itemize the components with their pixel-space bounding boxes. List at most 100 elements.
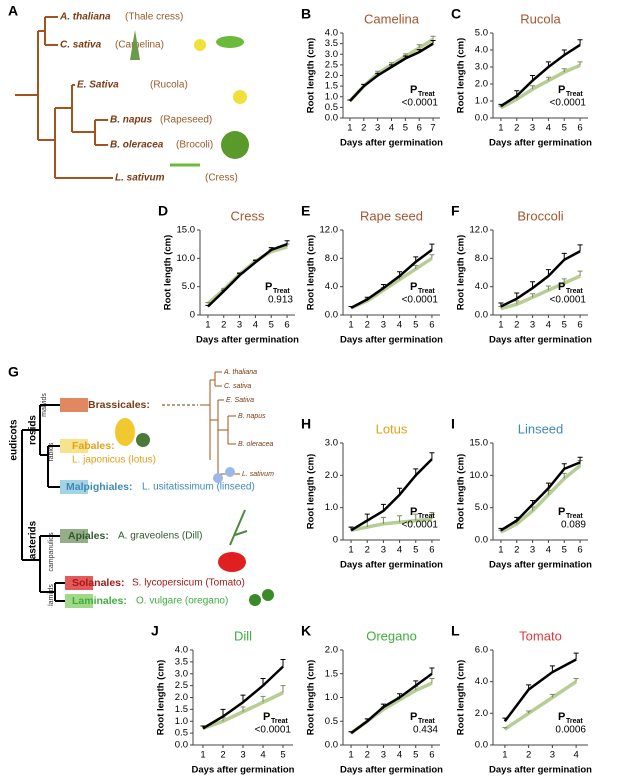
error-bar <box>205 304 211 307</box>
x-tick-label: 1 <box>348 545 353 556</box>
p-subscript: Treat <box>566 513 583 520</box>
y-axis-label: Root length (cm) <box>306 235 317 310</box>
error-bar <box>545 61 551 67</box>
y-tick-label: 2.0 <box>325 70 338 81</box>
x-axis-label: Days after germination <box>340 335 443 346</box>
error-bar <box>402 55 408 59</box>
error-bar <box>364 296 370 300</box>
x-tick-label: 2 <box>514 320 519 331</box>
y-tick-label: 3.5 <box>175 656 188 667</box>
species: C. sativa <box>224 383 251 390</box>
x-tick-label: 2 <box>365 320 370 331</box>
error-bar <box>502 727 508 730</box>
y-tick-label: 8.0 <box>325 253 338 264</box>
x-tick-label: 2 <box>526 750 531 761</box>
tree-a-lines <box>15 16 113 179</box>
y-tick-label: 0.0 <box>325 310 338 321</box>
p-value: <0.0001 <box>550 98 587 109</box>
error-bar <box>530 281 536 289</box>
x-axis-label: Days after germination <box>192 765 295 776</box>
common-name: (Camelina) <box>115 40 164 51</box>
error-bar <box>561 49 567 56</box>
y-axis-label: Root length (cm) <box>456 454 467 529</box>
error-bar <box>413 264 419 269</box>
error-bar <box>577 244 583 252</box>
p-subscript: Treat <box>566 718 583 725</box>
x-tick-label: 4 <box>546 545 551 556</box>
p-subscript: Treat <box>418 718 435 725</box>
x-axis-label: Days after germination <box>340 560 443 571</box>
p-subscript: Treat <box>418 513 435 520</box>
error-bar <box>364 718 370 722</box>
chart-title: Cress <box>231 208 265 223</box>
chart-title: Rape seed <box>360 208 423 223</box>
plant-icons <box>130 30 249 167</box>
error-bar <box>413 256 419 262</box>
x-tick-label: 2 <box>221 320 226 331</box>
p-value: <0.0001 <box>402 520 439 531</box>
x-tick-label: 3 <box>237 320 242 331</box>
y-tick-label: 0.0 <box>475 310 488 321</box>
error-bar <box>577 456 583 463</box>
x-tick-label: 2 <box>220 750 225 761</box>
species: A. graveolens (Dill) <box>118 531 202 542</box>
error-bar <box>361 83 367 87</box>
order: Fabales: <box>72 440 115 452</box>
error-bar <box>205 302 211 304</box>
y-tick-label: 15.0 <box>470 438 489 449</box>
panel-letter: F <box>451 203 460 219</box>
order: Solanales: <box>72 577 125 589</box>
y-tick-label: 2.0 <box>175 692 188 703</box>
error-bar <box>416 44 422 48</box>
y-tick-label: 0.0 <box>175 740 188 751</box>
error-bar <box>561 463 567 469</box>
y-tick-label: 4.0 <box>475 676 488 687</box>
x-tick-label: 1 <box>498 320 503 331</box>
x-tick-label: 2 <box>514 123 519 134</box>
species: L. usitatissimum (linseed) <box>142 482 255 493</box>
small-tree-lines <box>200 371 240 475</box>
error-bar <box>220 708 226 717</box>
panel-letter: G <box>8 364 19 380</box>
panel-letter: A <box>8 3 18 19</box>
error-bar <box>375 72 381 76</box>
x-tick-label: 6 <box>577 123 582 134</box>
panel-letter: B <box>301 6 311 22</box>
p-label: P <box>410 281 417 293</box>
error-bar <box>530 75 536 81</box>
p-label: P <box>558 711 565 723</box>
y-tick-label: 1.5 <box>325 668 338 679</box>
order: Brassicales: <box>88 399 150 411</box>
p-label: P <box>265 281 272 293</box>
error-bar <box>530 85 536 90</box>
error-bar <box>347 99 353 101</box>
p-value: 0.434 <box>413 725 438 736</box>
x-tick-label: 4 <box>397 320 402 331</box>
chart-title: Linseed <box>518 421 564 436</box>
clade-label: eudicots <box>9 419 20 461</box>
series-line <box>503 680 578 731</box>
error-bar <box>545 269 551 277</box>
y-tick-label: 3.0 <box>175 668 188 679</box>
error-bar <box>514 516 520 521</box>
error-bar <box>380 516 386 524</box>
species: B. napus <box>110 115 153 126</box>
error-bar <box>498 302 504 307</box>
y-tick-label: 5.0 <box>475 28 488 39</box>
chart-title: Camelina <box>364 11 420 26</box>
x-tick-label: 6 <box>577 320 582 331</box>
x-tick-label: 6 <box>577 545 582 556</box>
y-tick-label: 6.0 <box>475 645 488 656</box>
y-tick-label: 0 <box>333 535 338 546</box>
clade-label: campanulids <box>48 532 55 572</box>
x-tick-label: 1 <box>498 545 503 556</box>
species: E. Sativa <box>77 80 119 91</box>
y-tick-label: 3.5 <box>325 38 338 49</box>
y-tick-label: 10.0 <box>177 253 196 264</box>
y-tick-label: 1.0 <box>325 502 338 513</box>
species: B. oleracea <box>110 140 164 151</box>
p-label: P <box>410 84 417 96</box>
series-line <box>350 517 433 533</box>
species: B. oleracea <box>238 441 274 448</box>
species: L. sativum <box>242 471 274 478</box>
